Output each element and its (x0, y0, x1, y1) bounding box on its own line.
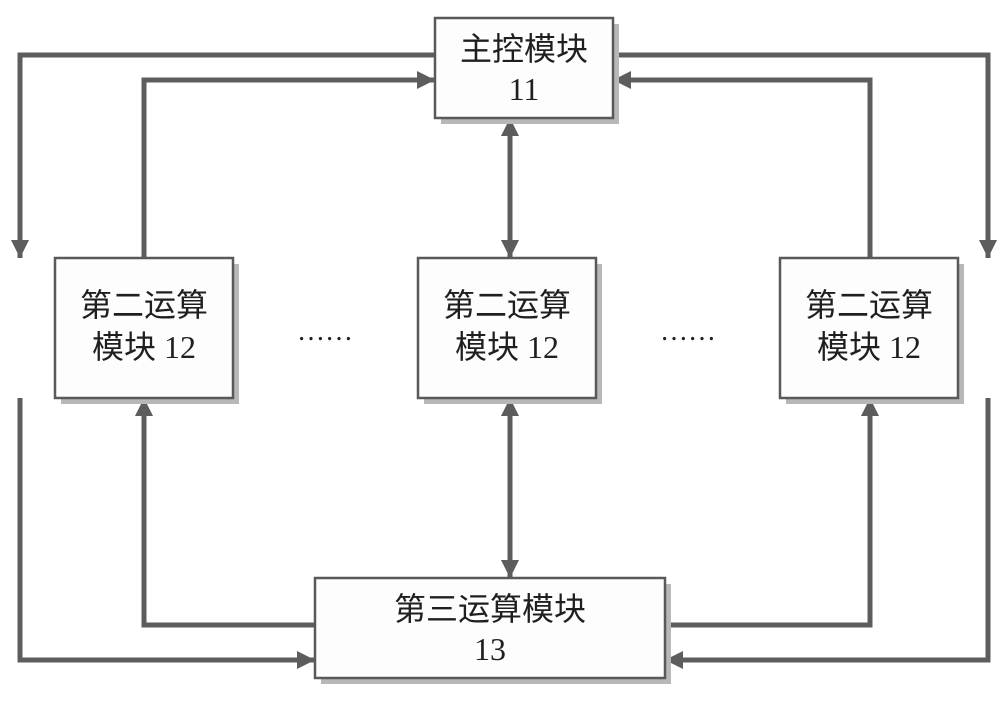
node-right (780, 258, 958, 398)
main-to-left (20, 55, 435, 258)
node-middle (418, 258, 596, 398)
left-to-third (20, 398, 315, 660)
ellipsis-left_gap: …… (297, 316, 353, 347)
right-to-third (665, 398, 988, 660)
node-main-label: 主控模块 (460, 31, 588, 67)
node-main-number: 11 (509, 71, 540, 107)
node-middle-label1: 第二运算 (443, 287, 571, 323)
node-third-number: 13 (474, 631, 506, 667)
node-right-label2: 模块 12 (817, 329, 921, 365)
node-middle-label2: 模块 12 (455, 329, 559, 365)
node-third-label: 第三运算模块 (394, 591, 586, 627)
node-right-label1: 第二运算 (805, 287, 933, 323)
right-to-main (613, 80, 870, 258)
left-to-main (144, 80, 435, 258)
third-to-right (665, 398, 870, 625)
module-flowchart: 主控模块 11 第二运算模块 12 第二运算模块 12 第二运算模块 12 第三运算模块 1… (0, 0, 1000, 716)
node-left-label2: 模块 12 (92, 329, 196, 365)
main-to-right (613, 55, 988, 258)
ellipsis-right_gap: …… (660, 316, 716, 347)
third-to-left (144, 398, 315, 625)
node-left-label1: 第二运算 (80, 287, 208, 323)
node-left (55, 258, 233, 398)
